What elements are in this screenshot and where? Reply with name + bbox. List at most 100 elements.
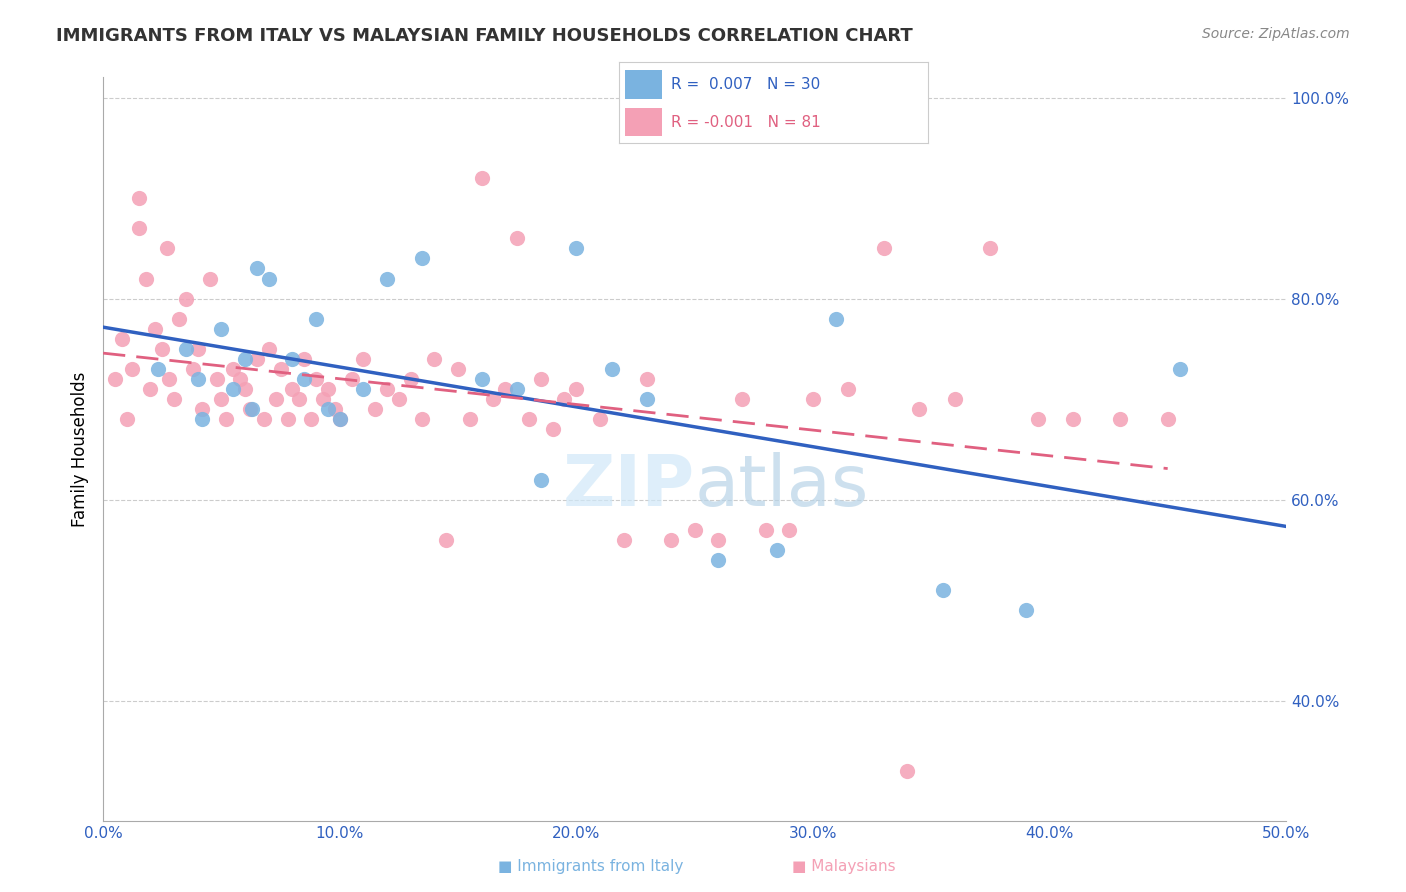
Point xyxy=(471,171,494,186)
Point xyxy=(329,412,352,426)
Text: R = -0.001   N = 81: R = -0.001 N = 81 xyxy=(671,115,821,130)
Point xyxy=(1062,412,1084,426)
Point xyxy=(329,412,352,426)
Point xyxy=(167,311,190,326)
Point xyxy=(104,372,127,386)
Point xyxy=(240,402,263,417)
Point xyxy=(778,523,800,537)
Point xyxy=(121,362,143,376)
Point xyxy=(143,322,166,336)
Y-axis label: Family Households: Family Households xyxy=(72,372,89,527)
Point xyxy=(458,412,481,426)
Point xyxy=(205,372,228,386)
Point xyxy=(600,362,623,376)
Point xyxy=(731,392,754,407)
Point xyxy=(209,392,232,407)
Point xyxy=(115,412,138,426)
Point xyxy=(506,231,529,245)
Point xyxy=(707,533,730,547)
Text: ■ Malaysians: ■ Malaysians xyxy=(792,859,896,874)
Point xyxy=(253,412,276,426)
Point xyxy=(1026,412,1049,426)
Point xyxy=(1168,362,1191,376)
Point xyxy=(257,271,280,285)
Point xyxy=(1015,603,1038,617)
Point xyxy=(1156,412,1178,426)
Point xyxy=(873,241,896,255)
Point xyxy=(198,271,221,285)
Point xyxy=(530,372,553,386)
Point xyxy=(565,241,588,255)
Point xyxy=(613,533,636,547)
Point xyxy=(209,322,232,336)
Point xyxy=(292,351,315,366)
Point xyxy=(174,292,197,306)
Text: R =  0.007   N = 30: R = 0.007 N = 30 xyxy=(671,78,821,93)
Point xyxy=(257,342,280,356)
Point xyxy=(222,382,245,396)
Point xyxy=(659,533,682,547)
Point xyxy=(825,311,848,326)
Point xyxy=(181,362,204,376)
Point xyxy=(150,342,173,356)
Point xyxy=(352,351,374,366)
FancyBboxPatch shape xyxy=(624,108,662,136)
Point xyxy=(766,543,789,558)
Point xyxy=(434,533,457,547)
Point xyxy=(305,372,328,386)
Point xyxy=(246,351,269,366)
Point xyxy=(191,402,214,417)
Point xyxy=(896,764,918,779)
Point xyxy=(837,382,859,396)
Point xyxy=(530,473,553,487)
Point xyxy=(553,392,575,407)
Point xyxy=(233,351,256,366)
Point xyxy=(506,382,529,396)
Point xyxy=(277,412,299,426)
Point xyxy=(636,372,658,386)
Point xyxy=(187,342,209,356)
Point xyxy=(139,382,162,396)
Point xyxy=(636,392,658,407)
Point xyxy=(589,412,612,426)
Point xyxy=(565,382,588,396)
Point xyxy=(494,382,516,396)
Point xyxy=(323,402,346,417)
Point xyxy=(264,392,287,407)
Point xyxy=(299,412,322,426)
Text: atlas: atlas xyxy=(695,452,869,521)
Point xyxy=(754,523,776,537)
Text: IMMIGRANTS FROM ITALY VS MALAYSIAN FAMILY HOUSEHOLDS CORRELATION CHART: IMMIGRANTS FROM ITALY VS MALAYSIAN FAMIL… xyxy=(56,27,912,45)
Point xyxy=(229,372,252,386)
Point xyxy=(471,372,494,386)
Point xyxy=(932,583,955,598)
Point xyxy=(1109,412,1132,426)
Point xyxy=(375,382,398,396)
Point xyxy=(128,221,150,235)
Point xyxy=(156,241,179,255)
Point xyxy=(174,342,197,356)
Point xyxy=(215,412,238,426)
Text: Source: ZipAtlas.com: Source: ZipAtlas.com xyxy=(1202,27,1350,41)
Point xyxy=(312,392,335,407)
Point xyxy=(423,351,446,366)
Point xyxy=(943,392,966,407)
Point xyxy=(187,372,209,386)
Point xyxy=(281,382,304,396)
Point xyxy=(281,351,304,366)
Text: ZIP: ZIP xyxy=(562,452,695,521)
Point xyxy=(288,392,311,407)
Point xyxy=(222,362,245,376)
Point xyxy=(411,412,433,426)
Point xyxy=(908,402,931,417)
Point xyxy=(801,392,824,407)
Point xyxy=(292,372,315,386)
Point xyxy=(411,252,433,266)
Point xyxy=(517,412,540,426)
Point xyxy=(191,412,214,426)
Point xyxy=(316,382,339,396)
Point xyxy=(128,191,150,205)
Point xyxy=(111,332,134,346)
Point xyxy=(270,362,292,376)
Point xyxy=(340,372,363,386)
